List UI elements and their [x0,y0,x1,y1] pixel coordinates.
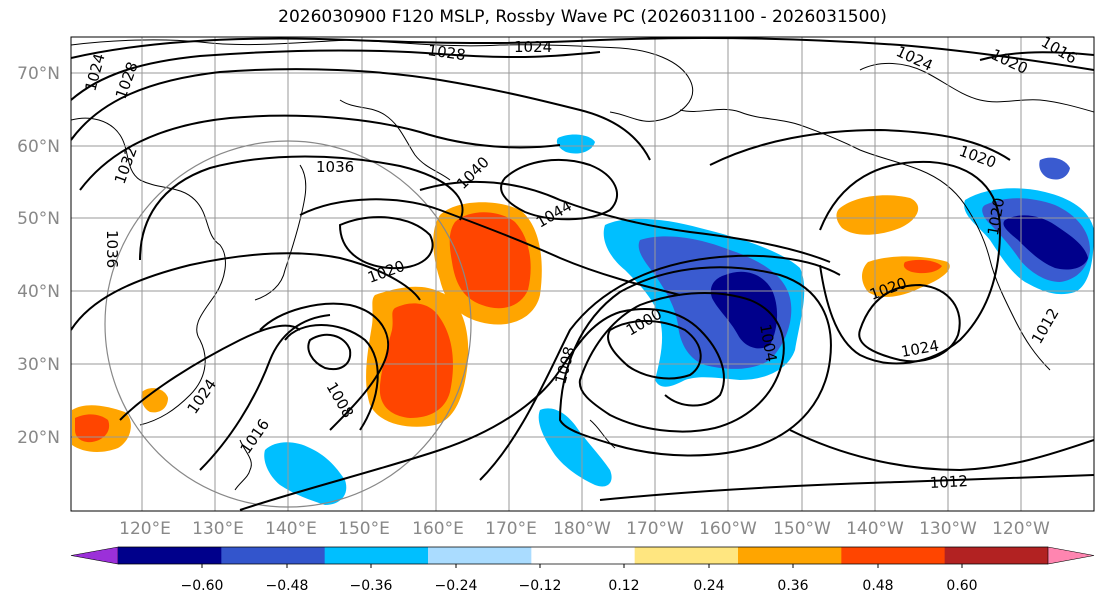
map-frame [70,36,1095,512]
colorbar-segment [324,547,429,564]
lon-label: 160°E [412,519,464,539]
longitude-labels: 120°E 130°E 140°E 150°E 160°E 170°E 180°… [119,519,1050,539]
colorbar-segment [944,547,1049,564]
lon-label: 170°E [485,519,537,539]
map-title: 2026030900 F120 MSLP, Rossby Wave PC (20… [278,7,887,27]
lat-label: 20°N [17,428,60,448]
lon-label: 140°E [265,519,317,539]
isobars [71,37,1094,511]
colorbar-tick-label: 0.24 [693,578,724,594]
colorbar-segment [428,547,532,564]
lon-label: 150°W [773,519,831,539]
colorbar-segment [531,547,636,564]
colorbar-tick-label: 0.12 [608,578,639,594]
contour-label: 1024 [514,38,552,56]
colorbar-frame [118,546,1048,565]
colorbar-tick-label: 0.48 [862,578,893,594]
contour-label: 1036 [316,158,354,176]
colorbar [70,546,1095,568]
colorbar-ticks: −0.60 −0.48 −0.36 −0.24 −0.12 0.12 0.24 … [181,578,978,594]
lon-label: 160°W [699,519,757,539]
colorbar-segment [118,547,222,564]
contour-label: 1012 [929,472,968,492]
colorbar-segment [841,547,946,564]
colorbar-segment [634,547,739,564]
colorbar-segment [221,547,326,564]
latitude-labels: 70°N 60°N 50°N 40°N 30°N 20°N [17,64,60,448]
coastlines [71,39,1094,491]
lat-label: 70°N [17,64,60,84]
colorbar-tick-label: 0.60 [946,578,977,594]
colorbar-extend-high [1047,546,1095,565]
lon-label: 130°W [919,519,977,539]
lon-label: 150°E [338,519,390,539]
colorbar-tick-label: −0.60 [181,578,224,594]
colorbar-tick-label: −0.24 [435,578,478,594]
lat-label: 30°N [17,355,60,375]
colorbar-tick-label: 0.36 [777,578,808,594]
graticule [71,37,1094,511]
lon-label: 170°W [626,519,684,539]
colorbar-tick-label: −0.48 [266,578,309,594]
colorbar-tick-label: −0.36 [350,578,393,594]
lon-label: 130°E [192,519,244,539]
lon-label: 120°W [992,519,1050,539]
contour-label: 1028 [426,41,466,64]
lat-label: 60°N [17,137,60,157]
lon-label: 120°E [119,519,171,539]
colorbar-tick-label: −0.12 [519,578,562,594]
reference-circle [104,140,472,508]
colorbar-segment [738,547,842,564]
lon-label: 140°W [846,519,904,539]
contour-label: 1036 [103,230,121,268]
lon-label: 180°W [553,519,611,539]
colorbar-extend-low [70,546,119,565]
lat-label: 40°N [17,282,60,302]
lat-label: 50°N [17,209,60,229]
